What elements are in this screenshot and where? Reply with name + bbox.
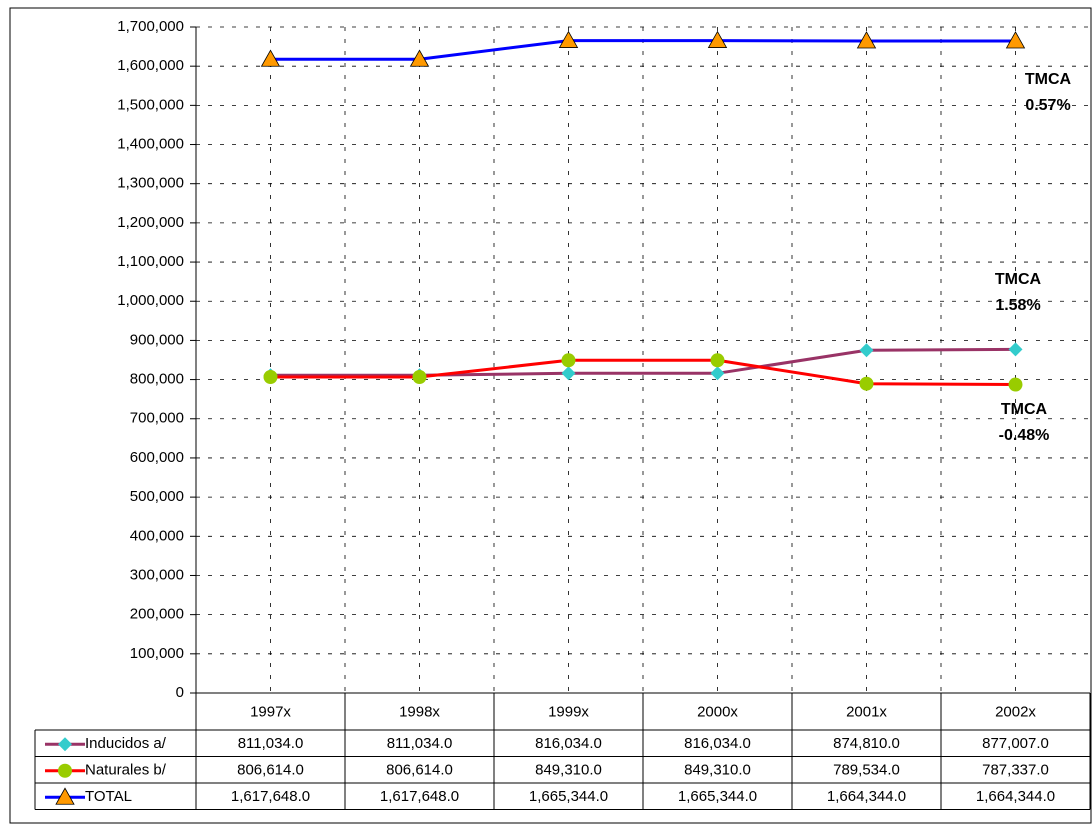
- table-cell: 1,664,344.0: [827, 788, 906, 805]
- table-cell: 816,034.0: [684, 735, 751, 752]
- table-cell: 849,310.0: [684, 762, 751, 779]
- table-cell: 816,034.0: [535, 735, 602, 752]
- table-cell: 1,617,648.0: [380, 788, 459, 805]
- y-tick-label: 1,200,000: [117, 214, 184, 231]
- x-tick-label: 1997x: [250, 703, 291, 720]
- data-point: [856, 31, 877, 49]
- chart-frame: [9, 7, 1092, 824]
- table-cell: 806,614.0: [237, 762, 304, 779]
- data-point: [561, 353, 576, 368]
- y-tick-label: 900,000: [130, 331, 184, 348]
- table-cell: 874,810.0: [833, 735, 900, 752]
- y-tick-label: 500,000: [130, 488, 184, 505]
- y-tick-label: 1,500,000: [117, 96, 184, 113]
- data-point: [1008, 377, 1023, 392]
- x-tick-label: 2000x: [697, 703, 738, 720]
- data-point: [1008, 342, 1023, 357]
- y-tick-label: 700,000: [130, 410, 184, 427]
- y-tick-label: 100,000: [130, 645, 184, 662]
- y-tick-label: 200,000: [130, 606, 184, 623]
- x-tick-label: 1999x: [548, 703, 589, 720]
- annotation: 0.57%: [1025, 97, 1070, 114]
- x-tick-label: 2002x: [995, 703, 1036, 720]
- data-point: [260, 49, 281, 67]
- table-cell: 787,337.0: [982, 762, 1049, 779]
- legend-label: Inducidos a/: [85, 735, 167, 752]
- table-cell: 1,665,344.0: [678, 788, 757, 805]
- y-tick-label: 1,400,000: [117, 135, 184, 152]
- table-cell: 811,034.0: [238, 735, 304, 752]
- data-point: [710, 366, 725, 381]
- y-tick-label: 1,600,000: [117, 57, 184, 74]
- data-point: [859, 376, 874, 391]
- table-cell: 806,614.0: [386, 762, 453, 779]
- annotation: TMCA: [995, 271, 1042, 288]
- table-cell: 849,310.0: [535, 762, 602, 779]
- table-cell: 1,617,648.0: [231, 788, 310, 805]
- y-tick-label: 1,700,000: [117, 18, 184, 35]
- data-point: [58, 763, 72, 778]
- data-point: [710, 353, 725, 368]
- x-tick-label: 1998x: [399, 703, 440, 720]
- y-tick-label: 1,100,000: [117, 253, 184, 270]
- y-tick-label: 800,000: [130, 371, 184, 388]
- annotation: TMCA: [1001, 401, 1048, 418]
- table-cell: 1,664,344.0: [976, 788, 1055, 805]
- y-tick-label: 600,000: [130, 449, 184, 466]
- y-tick-label: 1,300,000: [117, 175, 184, 192]
- series-line: [270, 347, 1016, 377]
- data-point: [1005, 31, 1026, 49]
- table-cell: 811,034.0: [387, 735, 453, 752]
- y-tick-label: 400,000: [130, 527, 184, 544]
- x-tick-label: 2001x: [846, 703, 887, 720]
- data-point: [707, 30, 728, 48]
- legend-label: Naturales b/: [85, 762, 167, 779]
- series-line: [270, 39, 1016, 61]
- annotation: -0.48%: [999, 427, 1050, 444]
- data-point: [859, 343, 874, 358]
- series-line: [270, 358, 1016, 387]
- annotation: 1.58%: [995, 297, 1040, 314]
- table-cell: 1,665,344.0: [529, 788, 608, 805]
- data-point: [263, 369, 278, 384]
- data-point: [55, 787, 75, 805]
- data-point: [412, 369, 427, 384]
- legend-label: TOTAL: [85, 788, 132, 805]
- table-cell: 789,534.0: [833, 762, 900, 779]
- annotation: TMCA: [1025, 71, 1072, 88]
- table-cell: 877,007.0: [982, 735, 1049, 752]
- data-point: [558, 30, 579, 48]
- y-tick-label: 300,000: [130, 566, 184, 583]
- y-tick-label: 1,000,000: [117, 292, 184, 309]
- y-tick-label: 0: [176, 684, 184, 701]
- data-point: [58, 737, 72, 752]
- data-point: [561, 366, 576, 381]
- data-point: [409, 49, 430, 67]
